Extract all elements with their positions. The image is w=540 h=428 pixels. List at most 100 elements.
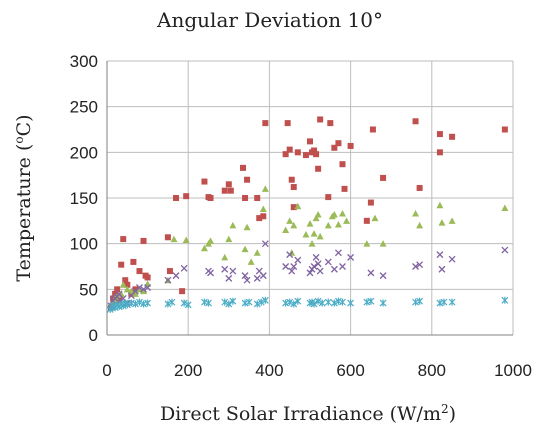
data-point-series-4	[168, 298, 176, 306]
data-point-series-1	[116, 297, 123, 304]
data-point-series-2	[221, 253, 229, 261]
x-tick-label: 0	[102, 361, 111, 380]
data-point-series-2	[302, 231, 310, 238]
data-point-series-3	[314, 260, 322, 268]
data-point-series-3	[339, 263, 346, 270]
data-point-series-1	[132, 286, 139, 293]
x-tick-label: 200	[174, 361, 202, 380]
data-point-series-2	[123, 285, 131, 293]
data-point-series-1	[207, 195, 214, 201]
y-tick-label: 150	[70, 189, 98, 208]
data-point-series-4	[205, 299, 212, 307]
data-point-series-1	[225, 181, 232, 188]
data-point-series-3	[316, 267, 324, 275]
data-point-series-4	[310, 300, 318, 308]
data-point-series-2	[119, 281, 127, 288]
data-point-series-2	[261, 185, 269, 192]
data-point-series-2	[225, 235, 233, 243]
data-point-series-4	[334, 297, 342, 305]
data-point-series-3	[412, 263, 420, 270]
data-point-series-1	[166, 268, 173, 275]
data-point-series-4	[412, 298, 419, 306]
y-tick-label: 0	[89, 326, 98, 345]
data-point-series-1	[339, 161, 346, 168]
data-point-series-2	[131, 290, 139, 297]
data-point-series-3	[438, 265, 446, 273]
x-axis-label-superscript: 2	[441, 402, 449, 416]
data-point-series-3	[261, 240, 269, 248]
data-point-series-1	[227, 187, 234, 194]
data-point-series-2	[241, 245, 249, 253]
data-point-series-4	[286, 298, 294, 306]
data-point-series-1	[412, 118, 419, 125]
y-tick-label: 300	[70, 52, 98, 71]
data-point-series-4	[253, 300, 261, 308]
data-point-series-2	[140, 287, 148, 295]
data-point-series-3	[286, 251, 294, 259]
data-point-series-1	[367, 199, 374, 206]
data-point-series-3	[243, 276, 251, 284]
y-tick-label: 100	[70, 235, 98, 254]
gridlines	[106, 60, 514, 336]
data-point-series-1	[140, 237, 147, 244]
data-point-series-1	[173, 195, 180, 201]
data-point-series-2	[294, 202, 302, 210]
data-point-series-2	[207, 237, 215, 244]
data-point-series-3	[306, 269, 314, 277]
y-tick-label: 50	[79, 280, 98, 299]
data-point-series-2	[306, 220, 314, 227]
data-point-series-2	[438, 219, 446, 226]
data-point-series-2	[379, 240, 387, 247]
data-point-series-1	[201, 178, 208, 185]
data-point-series-1	[449, 133, 456, 140]
data-point-series-3	[259, 272, 267, 280]
data-point-series-3	[367, 269, 375, 277]
data-point-series-2	[501, 204, 509, 212]
data-point-series-1	[436, 131, 443, 138]
data-point-series-4	[290, 300, 298, 308]
data-point-series-2	[324, 221, 332, 229]
data-point-series-1	[363, 217, 370, 224]
axes	[106, 61, 513, 336]
data-point-series-3	[310, 263, 318, 270]
y-tick-labels: 0 50 100 150 200 250 300	[70, 52, 98, 345]
data-point-series-1	[294, 149, 301, 156]
data-point-series-3	[253, 274, 261, 282]
y-tick-label: 200	[70, 143, 98, 162]
data-point-series-3	[416, 261, 424, 269]
data-point-series-1	[380, 174, 387, 181]
data-point-series-4	[245, 298, 253, 306]
data-point-series-3	[225, 274, 233, 282]
x-tick-labels: 0 200 400 600 800 1000	[102, 361, 532, 380]
data-point-series-1	[369, 126, 376, 133]
data-point-series-4	[164, 300, 172, 308]
data-point-series-4	[136, 298, 143, 306]
data-point-series-4	[294, 297, 302, 305]
data-point-series-3	[501, 246, 509, 254]
data-point-series-1	[335, 140, 342, 147]
data-point-series-4	[229, 297, 237, 305]
data-point-series-1	[436, 149, 443, 156]
data-point-series-2	[127, 287, 135, 295]
data-point-series-1	[317, 116, 324, 123]
data-point-series-4	[416, 297, 424, 305]
y-axis-label-superscript: o	[12, 136, 26, 143]
data-point-series-1	[290, 184, 297, 191]
data-point-series-2	[416, 221, 424, 229]
data-point-series-2	[182, 236, 190, 244]
data-point-series-2	[290, 221, 298, 229]
data-point-series-1	[164, 234, 171, 241]
data-point-series-2	[247, 258, 255, 265]
y-axis-label: Temperature (oC)	[12, 114, 35, 281]
data-point-series-2	[200, 244, 208, 252]
data-point-series-2	[363, 240, 371, 247]
data-point-series-3	[379, 272, 387, 280]
data-point-series-1	[244, 176, 251, 183]
data-point-series-1	[313, 151, 320, 158]
data-point-series-1	[286, 146, 293, 153]
data-point-series-4	[184, 301, 192, 309]
data-point-series-2	[253, 249, 261, 256]
data-point-series-2	[316, 232, 324, 240]
data-point-series-4	[440, 298, 448, 306]
data-point-series-2	[259, 205, 267, 212]
